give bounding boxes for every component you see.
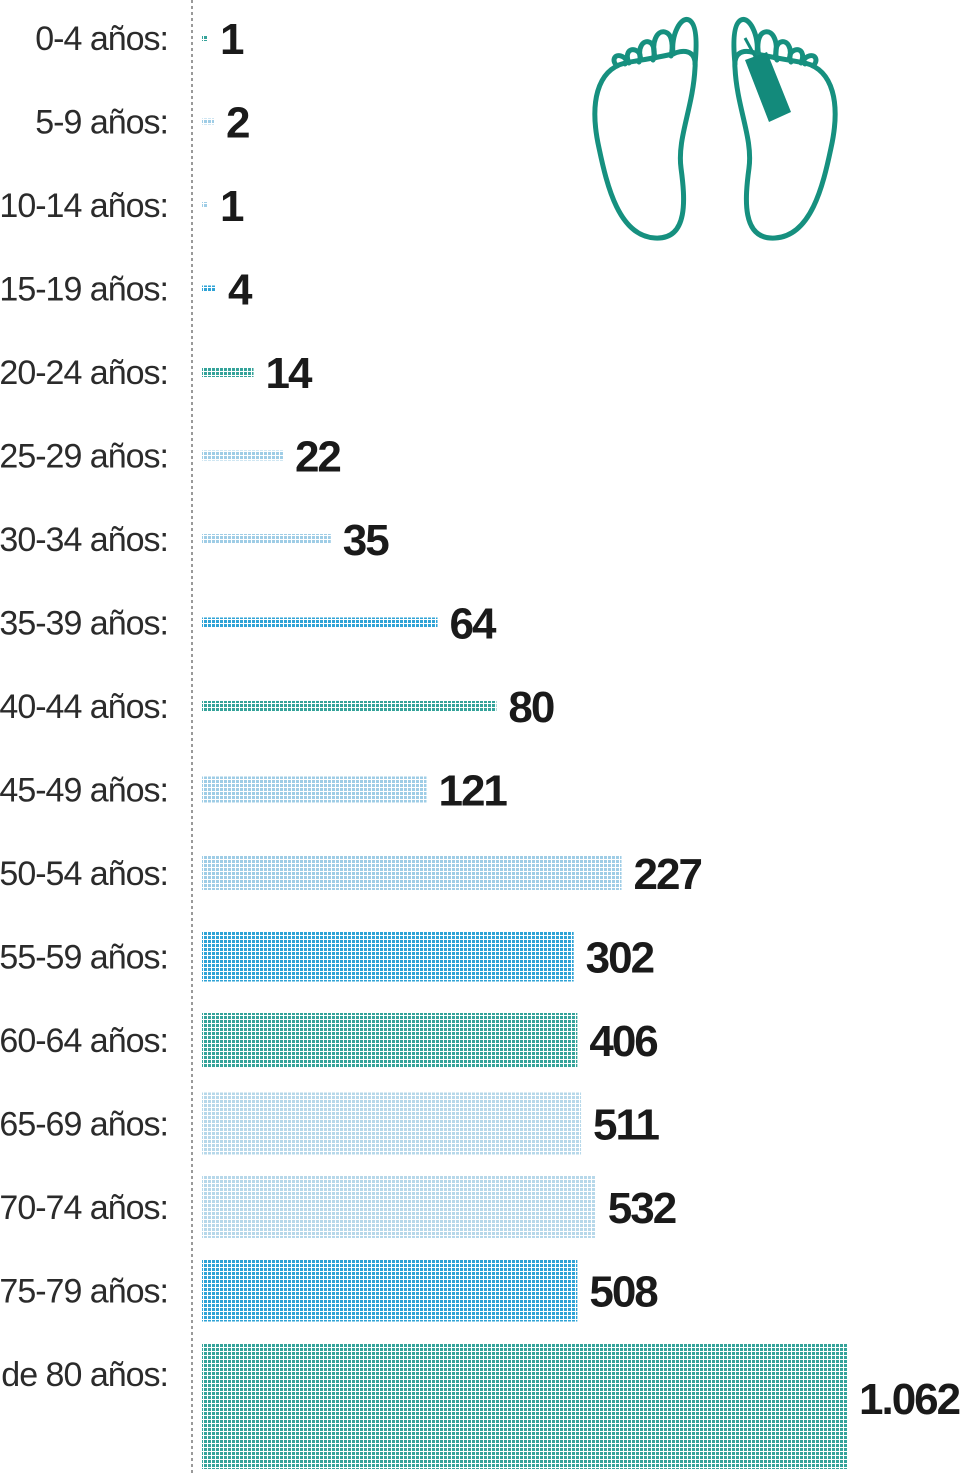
bar	[202, 1259, 578, 1322]
value-label: 532	[608, 1184, 676, 1233]
category-label: 0-4 años:	[35, 20, 168, 58]
bar	[202, 1176, 596, 1238]
category-label: 55-59 años:	[0, 939, 168, 977]
value-label: 302	[586, 934, 654, 983]
left-foot-outline	[592, 48, 698, 241]
right-foot-toe-1	[731, 17, 760, 67]
toe-tag-string	[743, 37, 759, 61]
category-label: 5-9 años:	[35, 104, 168, 142]
value-label: 35	[343, 516, 389, 565]
chart-rows: 0-4 años: 1 5-9 años: 2 10-14 años: 1 15-19 añ…	[0, 15, 962, 1469]
category-label: 30-34 años:	[0, 521, 168, 559]
right-foot-toe-4	[787, 47, 806, 66]
value-label: 406	[589, 1017, 657, 1066]
bar	[202, 367, 254, 377]
value-label: 511	[593, 1101, 660, 1150]
bar	[202, 856, 622, 890]
category-label: 75-79 años:	[0, 1273, 168, 1311]
bar	[202, 931, 574, 982]
value-label: 508	[589, 1268, 658, 1317]
left-foot-toe-4	[624, 47, 643, 66]
left-foot-toe-5	[611, 53, 629, 69]
category-label: 60-64 años:	[0, 1022, 168, 1060]
category-label: s de 80 años:	[0, 1356, 168, 1394]
value-label: 1.062	[859, 1375, 960, 1424]
bar	[202, 118, 214, 125]
value-label: 2	[226, 99, 249, 148]
bar	[202, 617, 438, 628]
toe-tag	[745, 52, 791, 122]
value-label: 1	[220, 15, 244, 64]
value-label: 22	[295, 433, 340, 482]
right-foot-outline	[732, 48, 838, 241]
category-label: 70-74 años:	[0, 1189, 168, 1227]
value-label: 1	[220, 182, 244, 231]
value-label: 121	[438, 767, 507, 816]
category-label: 65-69 años:	[0, 1106, 168, 1144]
category-label: 25-29 años:	[0, 438, 168, 476]
bar	[202, 285, 216, 292]
category-label: 10-14 años:	[0, 187, 168, 225]
category-label: 50-54 años:	[0, 855, 168, 893]
bar	[202, 701, 497, 711]
bar	[202, 1344, 847, 1469]
category-label: 35-39 años:	[0, 605, 168, 643]
category-label: 45-49 años:	[0, 772, 168, 810]
bar	[202, 1092, 582, 1155]
bar	[202, 35, 208, 41]
left-foot-toe-1	[670, 17, 699, 67]
category-label: 20-24 años:	[0, 354, 168, 392]
value-label: 80	[508, 683, 553, 732]
bar	[202, 1013, 578, 1067]
value-label: 227	[634, 850, 702, 899]
value-label: 64	[450, 600, 497, 649]
category-label: 15-19 años:	[0, 271, 168, 309]
bar	[202, 776, 427, 803]
feet-with-toe-tag-icon	[592, 17, 838, 241]
bar	[202, 450, 283, 461]
value-label: 4	[228, 266, 253, 315]
bar	[202, 202, 208, 208]
value-label: 14	[266, 349, 313, 398]
category-label: 40-44 años:	[0, 688, 168, 726]
right-foot-toe-5	[801, 53, 819, 69]
bar	[202, 534, 331, 544]
